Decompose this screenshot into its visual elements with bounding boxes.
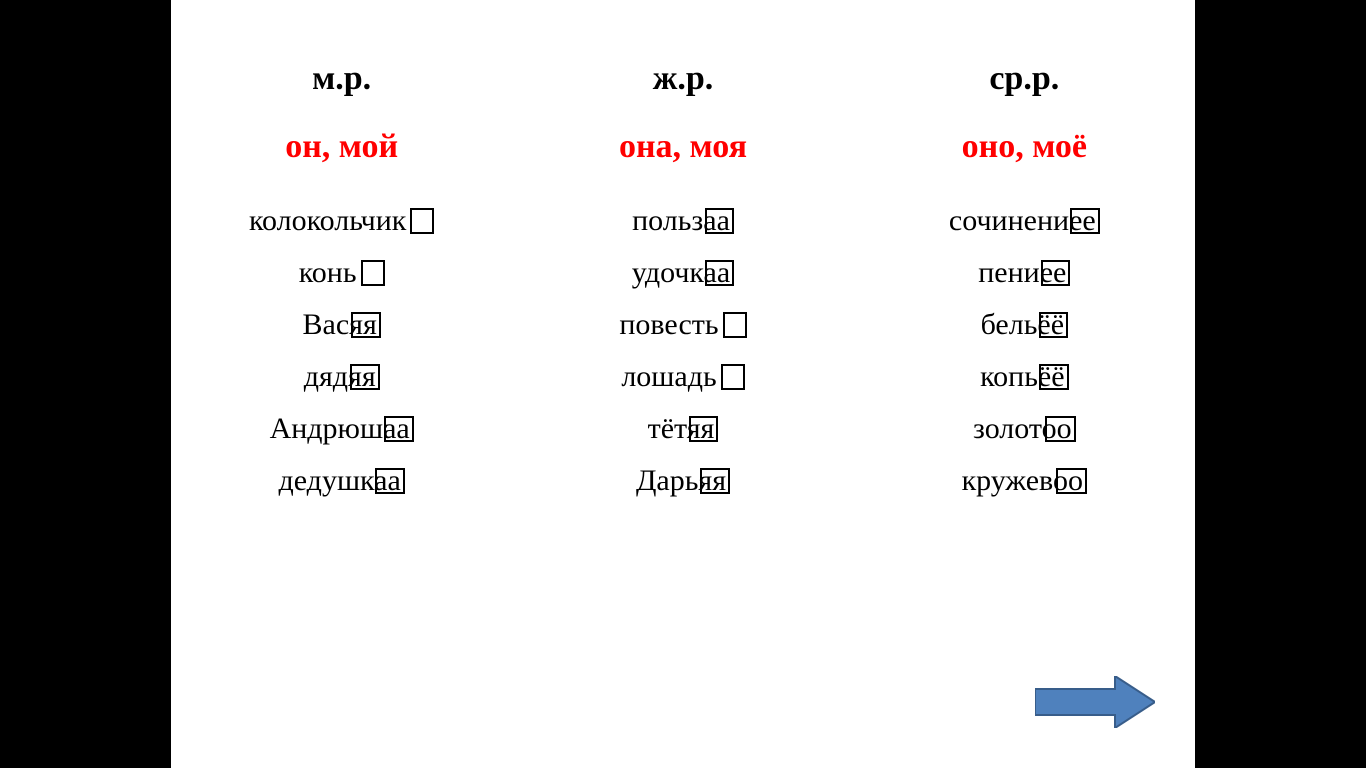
word-item: Дарьяя — [636, 466, 730, 496]
word-item: конь — [299, 258, 385, 288]
ending-box — [410, 208, 434, 234]
word-item: копьёё — [980, 362, 1068, 392]
ending-box — [361, 260, 385, 286]
column-feminine: ж.р. она, моя пользаа удочкаа повесть лошад… — [514, 60, 852, 496]
ending-box: а — [384, 416, 413, 442]
arrow-right-icon — [1035, 676, 1155, 728]
column-header: м.р. — [312, 60, 371, 98]
word-item: пениее — [978, 258, 1070, 288]
ending-box: а — [705, 208, 734, 234]
ending-box: о — [1056, 468, 1087, 494]
word-stem: Андрюша — [270, 414, 397, 444]
word-item: повесть — [619, 310, 746, 340]
word-stem: сочинение — [949, 206, 1082, 236]
ending-box: ё — [1039, 312, 1068, 338]
columns-container: м.р. он, мой колокольчик конь Васяя дядяя Ан… — [171, 0, 1195, 496]
ending-box: я — [689, 416, 719, 442]
column-header: ср.р. — [989, 60, 1059, 98]
word-item: золотоо — [973, 414, 1076, 444]
word-item: Андрюшаа — [270, 414, 414, 444]
word-item: дядяя — [304, 362, 380, 392]
word-stem: конь — [299, 258, 357, 288]
slide: м.р. он, мой колокольчик конь Васяя дядяя Ан… — [171, 0, 1195, 768]
column-subheader: он, мой — [285, 128, 398, 166]
word-stem: повесть — [619, 310, 718, 340]
word-stem: дедушка — [279, 466, 388, 496]
word-item: лошадь — [621, 362, 744, 392]
word-item: колокольчик — [249, 206, 434, 236]
word-stem: лошадь — [621, 362, 716, 392]
ending-box: ё — [1039, 364, 1068, 390]
ending-box — [723, 312, 747, 338]
word-list: колокольчикконьВасяядядяяАндрюшаадедушка… — [249, 206, 434, 496]
ending-box — [721, 364, 745, 390]
word-item: бельёё — [981, 310, 1068, 340]
word-list: пользаа удочкаа повесть лошадь тётяя Дарьяя — [619, 206, 746, 496]
column-masculine: м.р. он, мой колокольчик конь Васяя дядяя Ан… — [173, 60, 511, 496]
ending-box: я — [700, 468, 730, 494]
word-item: кружевоо — [962, 466, 1087, 496]
word-stem: колокольчик — [249, 206, 406, 236]
column-neuter: ср.р. оно, моё сочинениеепениеебельёёкоп… — [855, 60, 1193, 496]
word-item: пользаа — [632, 206, 734, 236]
word-item: Васяя — [303, 310, 381, 340]
word-item: удочкаа — [632, 258, 734, 288]
word-item: дедушкаа — [279, 466, 405, 496]
ending-box: я — [350, 364, 380, 390]
next-arrow[interactable] — [1035, 676, 1155, 728]
column-subheader: она, моя — [619, 128, 747, 166]
ending-box: о — [1045, 416, 1076, 442]
word-item: тётяя — [648, 414, 719, 444]
word-item: сочинениее — [949, 206, 1100, 236]
ending-box: а — [705, 260, 734, 286]
column-subheader: оно, моё — [962, 128, 1087, 166]
word-stem: кружево — [962, 466, 1068, 496]
ending-box: е — [1041, 260, 1070, 286]
column-header: ж.р. — [653, 60, 714, 98]
ending-box: я — [351, 312, 381, 338]
ending-box: а — [375, 468, 404, 494]
ending-box: е — [1070, 208, 1099, 234]
word-list: сочинениеепениеебельёёкопьёёзолотоокруже… — [949, 206, 1100, 496]
